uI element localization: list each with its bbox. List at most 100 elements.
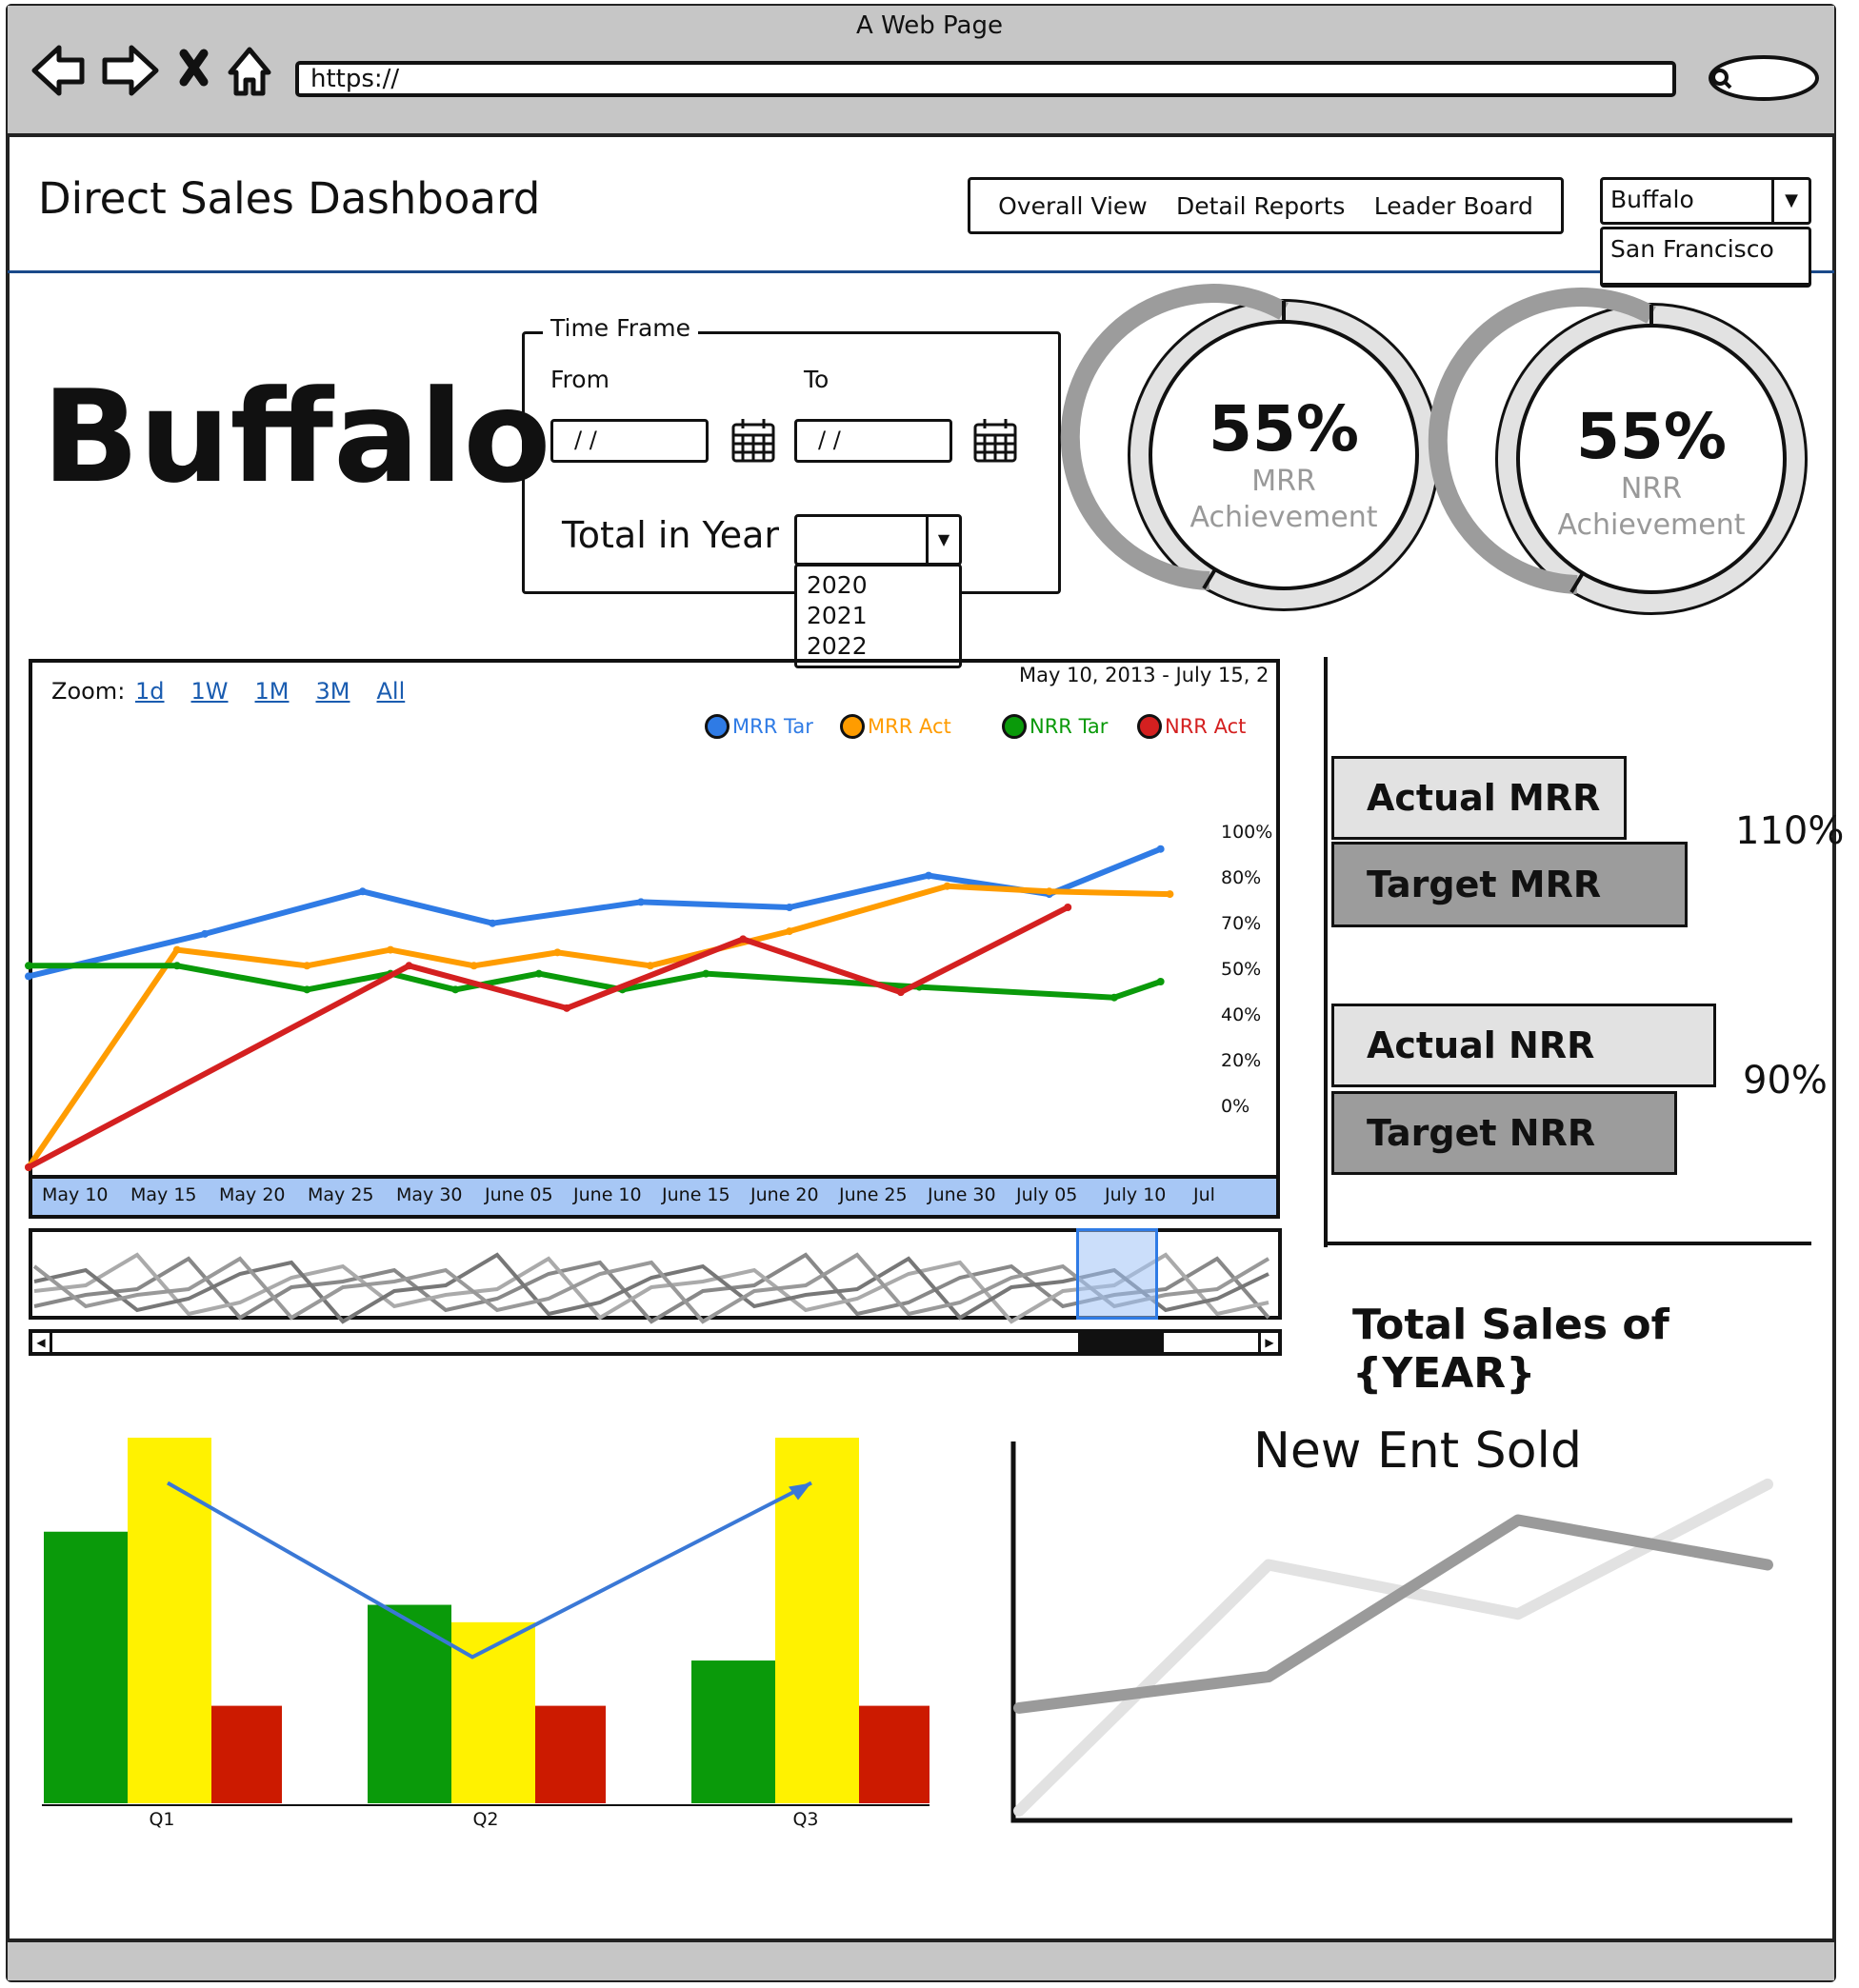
legend-dot bbox=[705, 714, 730, 739]
nrr-gauge-value: 55% bbox=[1576, 400, 1727, 473]
zoom-3m[interactable]: 3M bbox=[315, 678, 350, 705]
scroll-thumb[interactable] bbox=[1078, 1333, 1164, 1352]
tab-detail-reports[interactable]: Detail Reports bbox=[1175, 191, 1346, 220]
mrr-percent-label: 110% bbox=[1735, 809, 1845, 853]
x-tick-label: May 20 bbox=[219, 1184, 286, 1205]
x-axis-labels: May 10 May 15 May 20 May 25 May 30 June 05 Jun… bbox=[29, 1184, 1280, 1213]
zoom-label: Zoom: bbox=[51, 678, 126, 705]
header-divider-end bbox=[1811, 270, 1834, 273]
zoom-1m[interactable]: 1M bbox=[254, 678, 290, 705]
from-label: From bbox=[550, 366, 610, 393]
year-dropdown-list: 2020 2021 2022 bbox=[794, 564, 962, 668]
bar-label: Actual NRR bbox=[1367, 1024, 1595, 1066]
time-frame-legend: Time Frame bbox=[543, 314, 699, 342]
timeline-selection-handle[interactable] bbox=[1076, 1228, 1158, 1320]
window-title: A Web Page bbox=[856, 11, 1003, 40]
search-icon[interactable] bbox=[1709, 55, 1819, 101]
y-tick-label: 0% bbox=[1221, 1096, 1250, 1117]
scroll-left-icon[interactable]: ◀ bbox=[32, 1333, 52, 1352]
x-tick-label: June 05 bbox=[485, 1184, 553, 1205]
legend-label: NRR Tar bbox=[1029, 715, 1109, 738]
from-date-input[interactable]: / / bbox=[550, 419, 709, 463]
legend-item-nrr-tar[interactable]: NRR Tar bbox=[1002, 714, 1108, 739]
zoom-1w[interactable]: 1W bbox=[190, 678, 229, 705]
y-tick-label: 40% bbox=[1221, 1004, 1262, 1025]
time-frame-group bbox=[522, 331, 1061, 594]
x-tick-label: June 10 bbox=[573, 1184, 642, 1205]
year-option[interactable]: 2020 bbox=[807, 571, 868, 599]
x-tick-label: June 25 bbox=[839, 1184, 908, 1205]
home-icon[interactable] bbox=[228, 47, 271, 96]
target-mrr-bar: Target MRR bbox=[1331, 842, 1688, 927]
y-tick-label: 100% bbox=[1221, 822, 1273, 843]
quarter-label: Q3 bbox=[792, 1809, 819, 1830]
legend-item-nrr-act[interactable]: NRR Act bbox=[1137, 714, 1246, 739]
city-select-value: Buffalo bbox=[1610, 186, 1694, 213]
year-select[interactable]: ▼ bbox=[794, 514, 962, 566]
to-date-value: / / bbox=[818, 427, 841, 453]
legend-label: NRR Act bbox=[1165, 715, 1247, 738]
quarter-label: Q2 bbox=[472, 1809, 499, 1830]
header-divider bbox=[8, 270, 1600, 273]
legend-item-mrr-tar[interactable]: MRR Tar bbox=[705, 714, 813, 739]
x-axis-band bbox=[29, 1175, 1280, 1219]
to-date-input[interactable]: / / bbox=[794, 419, 952, 463]
x-tick-label: May 25 bbox=[308, 1184, 374, 1205]
city-option[interactable]: San Francisco bbox=[1610, 235, 1774, 263]
actual-nrr-bar: Actual NRR bbox=[1331, 1004, 1716, 1087]
totals-axis-horizontal bbox=[1324, 1242, 1811, 1245]
tab-leader-board[interactable]: Leader Board bbox=[1373, 191, 1533, 220]
nrr-gauge-label: NRR bbox=[1620, 472, 1683, 506]
bar-label: Target MRR bbox=[1367, 864, 1602, 905]
close-icon[interactable] bbox=[179, 49, 209, 87]
timeline-scrollbar[interactable]: ◀ ▶ bbox=[29, 1329, 1282, 1356]
main-nav: Overall View Detail Reports Leader Board bbox=[968, 177, 1564, 234]
ent-chart-title: New Ent Sold bbox=[1253, 1422, 1582, 1480]
x-tick-label: Jul bbox=[1193, 1184, 1215, 1205]
chevron-down-icon[interactable]: ▼ bbox=[1771, 180, 1809, 222]
city-heading: Buffalo bbox=[42, 363, 551, 511]
legend-dot bbox=[840, 714, 865, 739]
legend-dot bbox=[1137, 714, 1162, 739]
x-tick-label: May 15 bbox=[130, 1184, 197, 1205]
y-tick-label: 80% bbox=[1221, 867, 1262, 888]
city-select[interactable]: Buffalo ▼ bbox=[1600, 177, 1811, 225]
year-option[interactable]: 2022 bbox=[807, 632, 868, 660]
url-bar[interactable]: https:// bbox=[295, 61, 1676, 97]
x-tick-label: June 15 bbox=[662, 1184, 730, 1205]
bar-label: Target NRR bbox=[1367, 1112, 1596, 1154]
city-dropdown-list: San Francisco bbox=[1600, 227, 1811, 288]
mrr-gauge-value: 55% bbox=[1209, 392, 1359, 466]
quarter-label: Q1 bbox=[149, 1809, 175, 1830]
x-tick-label: May 30 bbox=[396, 1184, 463, 1205]
mrr-gauge-sublabel: Achievement bbox=[1189, 501, 1378, 534]
chevron-down-icon[interactable]: ▼ bbox=[926, 517, 959, 563]
zoom-controls: 1d 1W 1M 3M All bbox=[135, 678, 405, 705]
back-icon[interactable] bbox=[31, 45, 85, 96]
y-tick-label: 20% bbox=[1221, 1050, 1262, 1071]
totals-axis-vertical bbox=[1324, 657, 1328, 1247]
tab-overall-view[interactable]: Overall View bbox=[998, 191, 1148, 220]
mrr-gauge-label: MRR bbox=[1251, 465, 1316, 498]
legend-item-mrr-act[interactable]: MRR Act bbox=[840, 714, 951, 739]
url-text: https:// bbox=[310, 65, 400, 93]
year-option[interactable]: 2021 bbox=[807, 602, 868, 629]
status-bar bbox=[8, 1938, 1834, 1980]
actual-mrr-bar: Actual MRR bbox=[1331, 756, 1627, 840]
x-tick-label: July 10 bbox=[1105, 1184, 1167, 1205]
zoom-all[interactable]: All bbox=[376, 678, 406, 705]
nrr-percent-label: 90% bbox=[1743, 1059, 1828, 1103]
totals-title: Total Sales of {YEAR} bbox=[1352, 1301, 1669, 1398]
x-tick-label: July 05 bbox=[1016, 1184, 1078, 1205]
from-date-value: / / bbox=[574, 427, 597, 453]
legend-label: MRR Tar bbox=[732, 715, 813, 738]
forward-icon[interactable] bbox=[102, 45, 159, 96]
target-nrr-bar: Target NRR bbox=[1331, 1091, 1677, 1175]
x-tick-label: June 30 bbox=[928, 1184, 996, 1205]
y-tick-label: 50% bbox=[1221, 959, 1262, 980]
x-tick-label: June 20 bbox=[750, 1184, 819, 1205]
y-tick-label: 70% bbox=[1221, 913, 1262, 934]
zoom-1d[interactable]: 1d bbox=[135, 678, 165, 705]
page-title: Direct Sales Dashboard bbox=[38, 173, 541, 224]
scroll-right-icon[interactable]: ▶ bbox=[1258, 1333, 1278, 1352]
